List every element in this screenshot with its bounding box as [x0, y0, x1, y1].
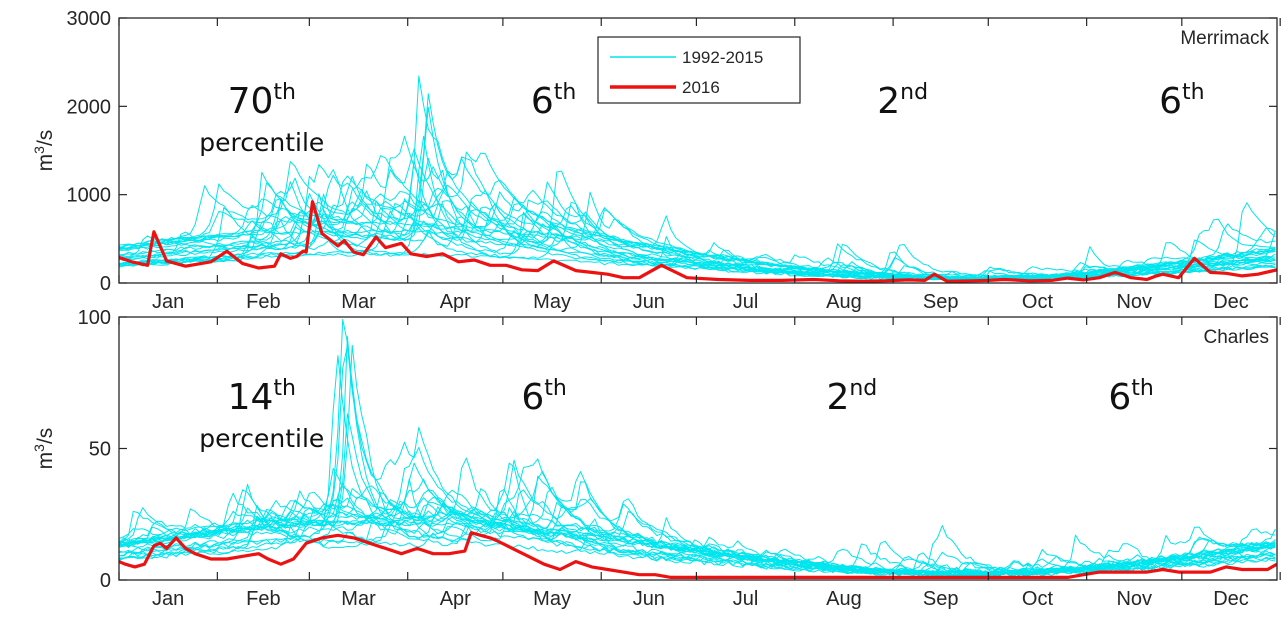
river-label: Merrimack — [1180, 28, 1269, 49]
x-tick-label: Jun — [633, 291, 665, 313]
x-tick-label: Aug — [826, 588, 862, 610]
background-years-group — [119, 319, 1276, 578]
series-line-1992-2015 — [119, 458, 1276, 576]
series-line-2016 — [119, 200, 1277, 283]
x-tick-label: Mar — [341, 291, 376, 313]
y-tick-label: 3000 — [67, 8, 112, 30]
plot-frame — [118, 17, 1278, 284]
percentile-annotation: percentile — [199, 424, 324, 453]
x-tick-label: Nov — [1116, 588, 1152, 610]
series-line-1992-2015 — [119, 459, 1276, 577]
y-axis-label: m3/s — [31, 130, 57, 172]
x-tick-label: Jan — [152, 291, 184, 313]
y-tick-label: 1000 — [67, 185, 112, 207]
legend-label: 1992-2015 — [682, 48, 763, 67]
x-tick-label: Oct — [1022, 588, 1054, 610]
background-years-group — [119, 75, 1276, 281]
series-line-1992-2015 — [119, 475, 1276, 577]
x-tick-label: Sep — [923, 291, 959, 313]
percentile-annotation: percentile — [199, 128, 324, 157]
x-tick-label: Dec — [1213, 588, 1249, 610]
panel-merrimack: 0 1000 2000 3000 Jan Feb Mar Apr May Jun Jul Aug Sep… — [31, 8, 1281, 313]
rank-annotation: 6th — [1159, 80, 1204, 122]
series-line-1992-2015 — [119, 504, 1276, 576]
y-tick-label: 100 — [78, 307, 111, 329]
x-tick-label: Feb — [246, 291, 280, 313]
y-tick-label: 0 — [100, 273, 111, 295]
panel-charles: 0 50 100 Jan Feb Mar Apr May Jun Jul Aug Sep Oct Nov D… — [31, 307, 1281, 610]
x-tick-label: Apr — [440, 588, 471, 610]
x-tick-label: May — [533, 588, 571, 610]
rank-annotation: 14th — [228, 376, 296, 418]
series-line-1992-2015 — [119, 355, 1276, 577]
x-tick-label: Apr — [440, 291, 471, 313]
x-tick-label: Jul — [733, 588, 759, 610]
river-label: Charles — [1204, 327, 1269, 348]
rank-annotation: 6th — [521, 376, 566, 418]
series-line-2016 — [119, 531, 1277, 579]
x-tick-label: Nov — [1116, 291, 1152, 313]
series-line-1992-2015 — [119, 213, 1276, 281]
legend-label: 2016 — [682, 78, 720, 97]
y-axis-label: m3/s — [31, 428, 57, 470]
y-tick-label: 0 — [100, 570, 111, 592]
rank-annotation: 6th — [1108, 376, 1153, 418]
x-tick-label: Mar — [341, 588, 376, 610]
x-tick-label: Oct — [1022, 291, 1054, 313]
series-line-1992-2015 — [119, 336, 1276, 578]
x-tick-label: Feb — [246, 588, 280, 610]
series-line-1992-2015 — [119, 345, 1276, 576]
series-line-1992-2015 — [119, 159, 1276, 281]
x-tick-label: Sep — [923, 588, 959, 610]
x-tick-label: Aug — [826, 291, 862, 313]
x-tick-label: Dec — [1213, 291, 1249, 313]
x-tick-label: May — [533, 291, 571, 313]
y-tick-label: 2000 — [67, 96, 112, 118]
x-tick-label: Jan — [152, 588, 184, 610]
rank-annotation: 2nd — [877, 80, 928, 122]
rank-annotation: 2nd — [826, 376, 877, 418]
x-tick-label: Jun — [633, 588, 665, 610]
rank-annotation: 70th — [228, 80, 296, 122]
rank-annotation: 6th — [531, 80, 576, 122]
legend-box — [597, 36, 801, 104]
y-tick-label: 50 — [89, 439, 111, 461]
x-tick-label: Jul — [733, 291, 759, 313]
legend: 1992-2015 2016 — [597, 36, 801, 104]
